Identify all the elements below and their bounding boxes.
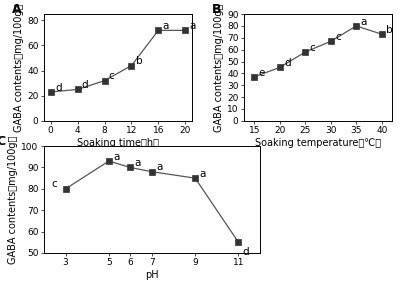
Text: e: e	[258, 67, 265, 78]
Text: d: d	[242, 247, 249, 257]
Text: a: a	[134, 158, 141, 168]
Text: c: c	[310, 43, 315, 53]
Text: B: B	[212, 3, 221, 16]
Text: d: d	[55, 83, 62, 92]
Text: d: d	[284, 58, 290, 68]
Text: a: a	[190, 21, 196, 31]
Text: d: d	[82, 80, 88, 90]
Text: c: c	[335, 32, 341, 42]
Text: A: A	[12, 3, 21, 16]
Text: a: a	[360, 17, 367, 26]
Text: C: C	[0, 135, 6, 148]
Text: a: a	[162, 21, 169, 31]
X-axis label: Soaking time（h）: Soaking time（h）	[77, 138, 159, 148]
X-axis label: pH: pH	[145, 270, 159, 280]
Y-axis label: GABA contents（mg/100g）: GABA contents（mg/100g）	[8, 135, 18, 264]
Text: c: c	[109, 71, 114, 81]
Text: a: a	[156, 162, 162, 172]
Y-axis label: GABA contents（mg/100g）: GABA contents（mg/100g）	[14, 3, 24, 132]
Y-axis label: GABA contents（mg/100g）: GABA contents（mg/100g）	[214, 3, 224, 132]
Text: c: c	[52, 180, 58, 189]
X-axis label: Soaking temperature（℃）: Soaking temperature（℃）	[255, 138, 381, 148]
Text: a: a	[113, 152, 119, 162]
Text: b: b	[386, 25, 392, 35]
Text: b: b	[136, 56, 142, 66]
Text: a: a	[199, 169, 206, 179]
